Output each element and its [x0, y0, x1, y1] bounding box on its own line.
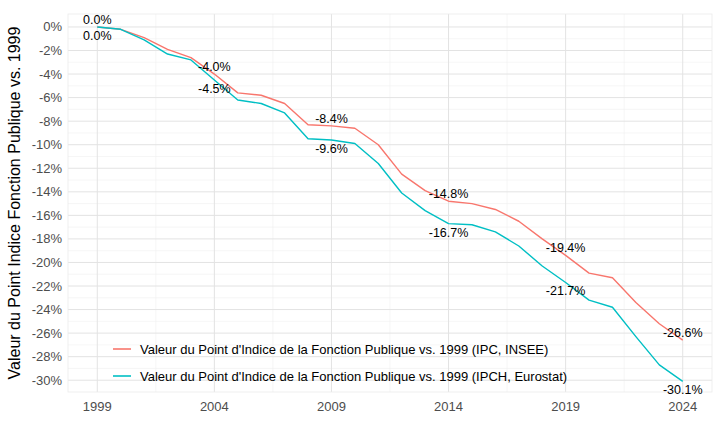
y-grid [68, 144, 712, 145]
data-label: 0.0% [83, 13, 112, 27]
y-grid [68, 191, 712, 192]
data-label: -14.8% [429, 187, 469, 201]
x-tick-label: 2014 [434, 399, 463, 414]
legend-label: Valeur du Point d'Indice de la Fonction … [140, 342, 548, 357]
legend: Valeur du Point d'Indice de la Fonction … [113, 342, 567, 384]
series-line [97, 27, 682, 340]
y-tick-label: -6% [39, 90, 63, 105]
y-grid [68, 286, 712, 287]
y-grid [68, 215, 712, 216]
data-label: -19.4% [546, 241, 586, 255]
y-tick-label: -4% [39, 67, 63, 82]
y-grid [68, 168, 712, 169]
x-grid [448, 14, 449, 392]
y-tick-label: -24% [32, 302, 63, 317]
y-tick-label: 0% [43, 19, 62, 34]
data-label: -4.0% [198, 60, 231, 74]
data-label: -9.6% [315, 142, 348, 156]
x-tick-label: 2019 [551, 399, 580, 414]
minor-grid [624, 14, 625, 392]
grid [68, 14, 712, 392]
data-label: -21.7% [546, 284, 586, 298]
y-grid [68, 97, 712, 98]
data-labels: 0.0% -4.0% -8.4% -14.8% -19.4% -26.6% 0.0% -4.5… [83, 13, 703, 397]
background [0, 0, 720, 445]
data-label: 0.0% [83, 29, 112, 43]
y-grid [68, 50, 712, 51]
minor-grid [390, 14, 391, 392]
x-tick-label: 2004 [200, 399, 229, 414]
y-tick-label: -22% [32, 279, 63, 294]
data-label: -16.7% [429, 226, 469, 240]
y-grid [68, 26, 712, 27]
y-axis-title: Valeur du Point Indice Fonction Publique… [6, 26, 23, 379]
x-grid [331, 14, 332, 392]
x-grid [97, 14, 98, 392]
y-tick-label: -2% [39, 43, 63, 58]
legend-key [113, 348, 131, 350]
data-label: -30.1% [663, 383, 703, 397]
chart: 0% -2% -4% -6% -8% -10% -12% -14% -16% -18% -20% -2… [0, 0, 720, 445]
y-tick-label: -30% [32, 373, 63, 388]
minor-grid [507, 14, 508, 392]
legend-label: Valeur du Point d'Indice de la Fonction … [140, 369, 567, 384]
y-tick-label: -12% [32, 161, 63, 176]
y-tick-label: -14% [32, 184, 63, 199]
y-tick-label: -18% [32, 231, 63, 246]
y-tick-label: -20% [32, 255, 63, 270]
y-grid [68, 262, 712, 263]
y-grid [68, 121, 712, 122]
minor-grid [272, 14, 273, 392]
lines [97, 27, 682, 381]
x-tick-label: 2009 [317, 399, 346, 414]
series-line [97, 27, 682, 381]
plot-frame [68, 14, 712, 392]
y-tick-label: -10% [32, 137, 63, 152]
legend-key [113, 375, 131, 377]
minor-grid [155, 14, 156, 392]
data-label: -4.5% [198, 82, 231, 96]
data-label: -8.4% [315, 112, 348, 126]
x-tick-label: 2024 [668, 399, 697, 414]
y-tick-label: -16% [32, 208, 63, 223]
x-tick-label: 1999 [83, 399, 112, 414]
y-tick-label: -28% [32, 349, 63, 364]
x-grid [565, 14, 566, 392]
y-tick-label: -26% [32, 326, 63, 341]
y-grid [68, 74, 712, 75]
y-grid [68, 238, 712, 239]
data-label: -26.6% [663, 326, 703, 340]
y-grid [68, 333, 712, 334]
y-tick-label: -8% [39, 114, 63, 129]
